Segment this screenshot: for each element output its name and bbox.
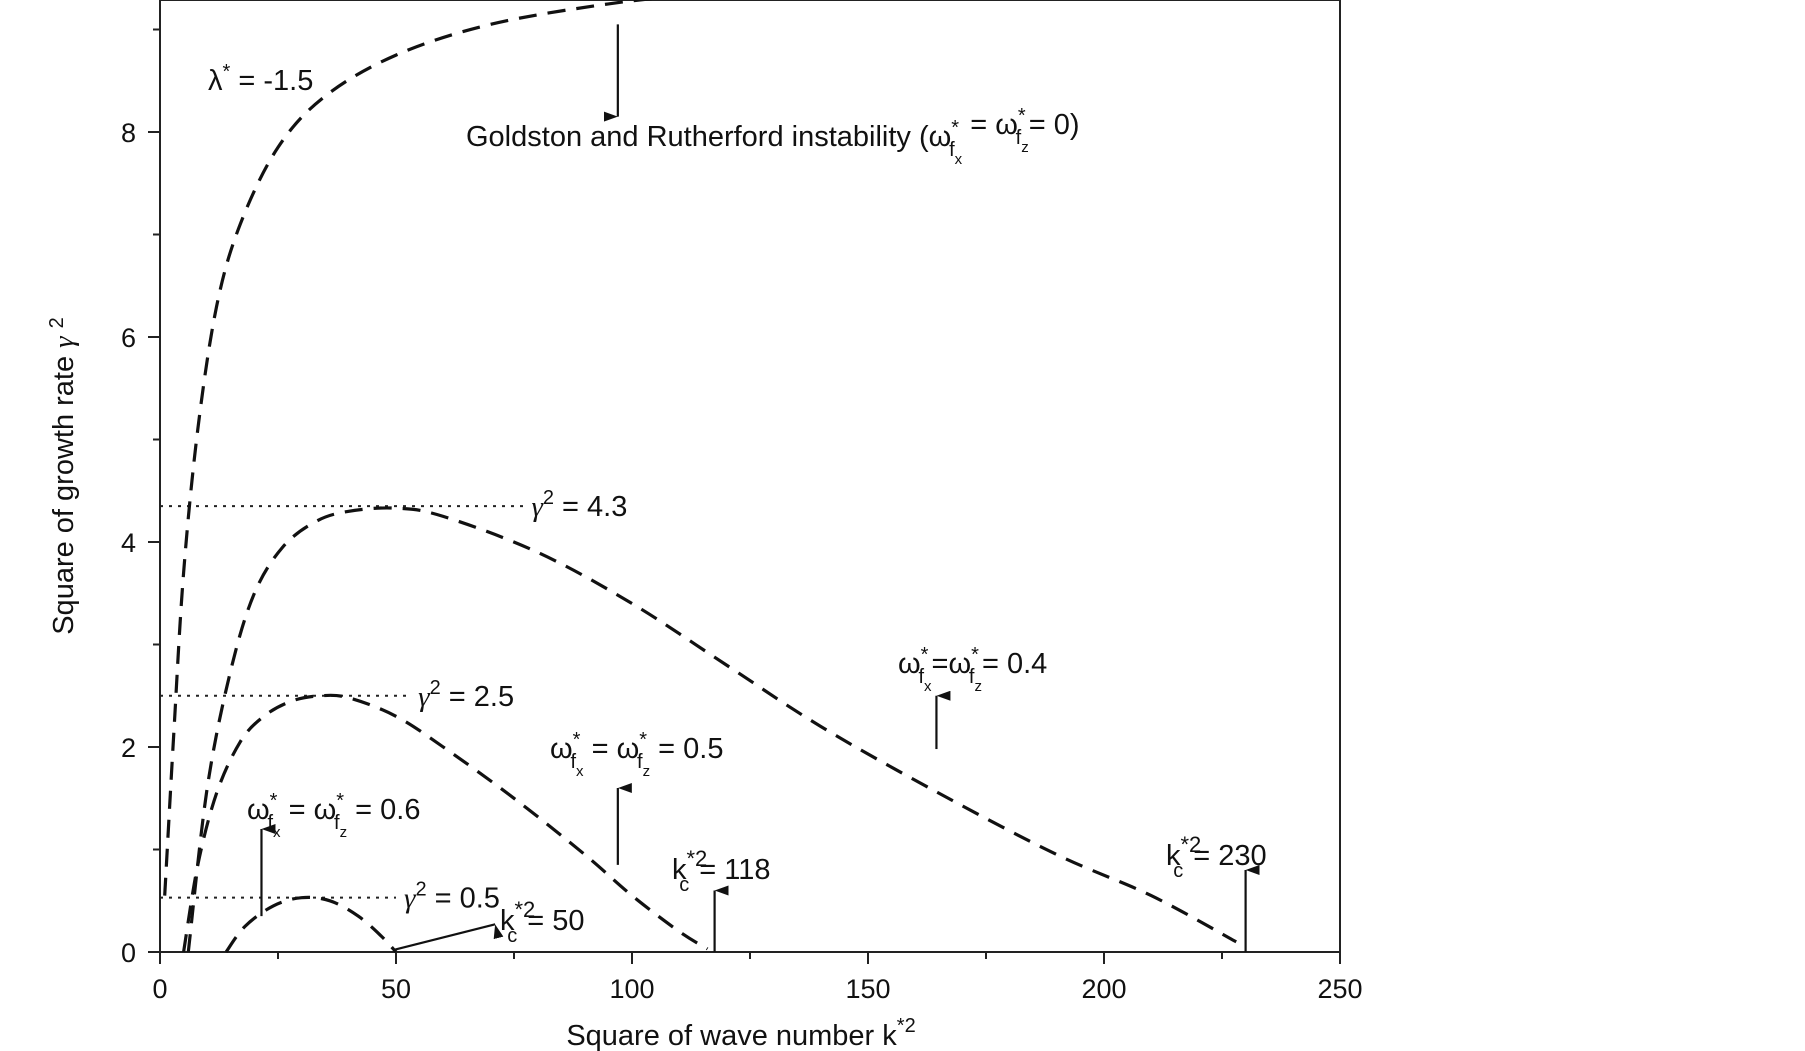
reference-line-label: γ2 = 2.5 (418, 677, 514, 713)
arrow-kc-50 (393, 923, 504, 952)
y-tick-label: 6 (121, 323, 136, 353)
curves (163, 0, 1237, 954)
axis-ticks: 0 50 100 150 200 250 0 2 4 6 8 (121, 28, 1363, 1004)
x-tick-label: 250 (1317, 974, 1362, 1004)
y-axis-label: Square of growth rate γ 2 (46, 317, 80, 635)
y-tick-label: 4 (121, 528, 136, 558)
curve-line-4 (224, 895, 398, 954)
reference-lines: γ2 = 4.3 γ2 = 2.5 γ2 = 0.5 (160, 487, 627, 915)
annotation-arrows (260, 24, 1260, 952)
y-tick-label: 0 (121, 938, 136, 968)
curve-line-2 (186, 506, 1237, 953)
y-tick-label: 2 (121, 733, 136, 763)
lambda-label: λ* = -1.5 (208, 61, 313, 97)
omega-04-label: ω* fx=ω* fz= 0.4 (898, 644, 1047, 695)
reference-line-label: γ2 = 0.5 (404, 879, 500, 915)
x-tick-label: 150 (845, 974, 890, 1004)
x-tick-label: 100 (609, 974, 654, 1004)
x-tick-label: 50 (381, 974, 411, 1004)
reference-line-label: γ2 = 4.3 (531, 487, 627, 523)
x-tick-label: 200 (1081, 974, 1126, 1004)
omega-06-label: ω* fx = ω* fz = 0.6 (247, 790, 420, 841)
kc-50-label: k*2 c = 50 (500, 897, 585, 947)
curve-line-1 (163, 0, 655, 896)
x-tick-label: 0 (152, 974, 167, 1004)
goldston-rutherford-label: Goldston and Rutherford instability (ω* f… (466, 105, 1080, 168)
kc-230-label: k*2 c = 230 (1166, 832, 1267, 882)
kc-118-label: k*2 c = 118 (672, 846, 771, 896)
x-axis-label: Square of wave number k*2 (566, 1015, 915, 1051)
y-tick-label: 8 (121, 118, 136, 148)
omega-05-label: ω* fx = ω* fz = 0.5 (550, 729, 723, 780)
